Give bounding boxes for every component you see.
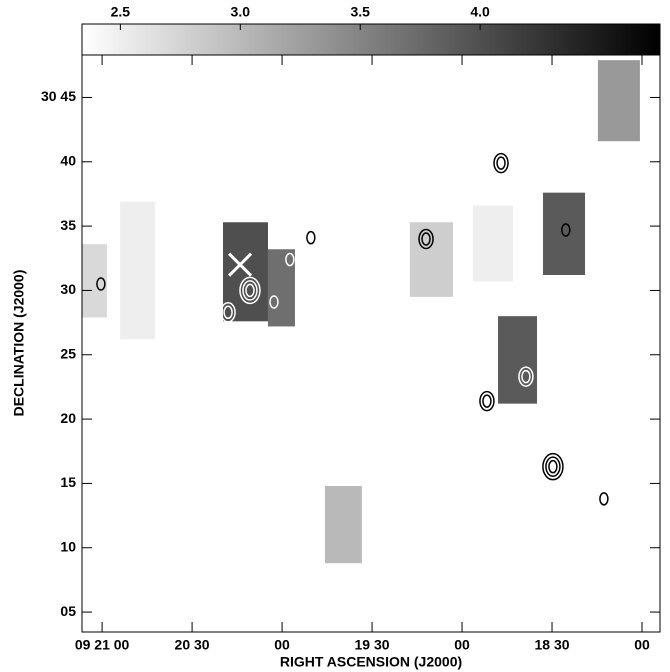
region [498,316,538,404]
contour [245,283,255,298]
contour [542,452,564,481]
region [267,249,295,327]
contour [223,305,233,320]
x-tick-label: 19 30 [355,637,390,653]
colorbar-tick-label: 2.5 [111,4,131,20]
contour [306,230,316,245]
x-axis-label: RIGHT ASCENSION (J2000) [280,654,462,670]
region [543,192,586,275]
contour [561,223,571,237]
y-tick-label: 25 [60,345,76,361]
y-tick-label: 30 [60,281,76,297]
contour [242,280,258,301]
colorbar-tick-label: 3.0 [231,4,251,20]
region [324,485,362,564]
contour [421,232,431,246]
x-tick-label: 09 21 00 [75,637,130,653]
y-tick-label: 10 [60,538,76,554]
contour [418,228,434,250]
marker [228,252,253,277]
region [597,60,640,142]
y-tick-label: 05 [60,603,76,619]
y-tick-label: 30 45 [41,88,76,104]
contour [521,369,531,384]
contour [96,277,106,291]
y-tick-label: 35 [60,217,76,233]
contour [479,390,495,412]
x-tick-label: 00 [454,637,470,653]
region [472,205,514,282]
y-tick-label: 15 [60,474,76,490]
plot-frame [81,54,661,633]
y-tick-label: 40 [60,152,76,168]
contour [496,156,506,170]
x-tick-label: 20 30 [175,637,210,653]
contour [493,152,509,174]
x-tick-label: 18 30 [534,637,569,653]
colorbar [81,23,661,56]
contour [285,252,295,267]
colorbar-tick-label: 4.0 [470,4,490,20]
y-axis-label: DECLINATION (J2000) [11,270,27,417]
region [120,201,155,340]
contour [599,492,609,506]
y-tick-label: 20 [60,410,76,426]
x-tick-label: 00 [274,637,290,653]
contour [548,459,558,474]
contour [269,295,279,309]
contour [482,394,492,408]
contour [518,366,534,387]
contour [545,456,561,477]
x-tick-label: 00 [634,637,650,653]
region [82,244,107,318]
region [409,222,454,297]
colorbar-tick-label: 3.5 [350,4,370,20]
contour [239,276,261,305]
contour [220,302,236,323]
